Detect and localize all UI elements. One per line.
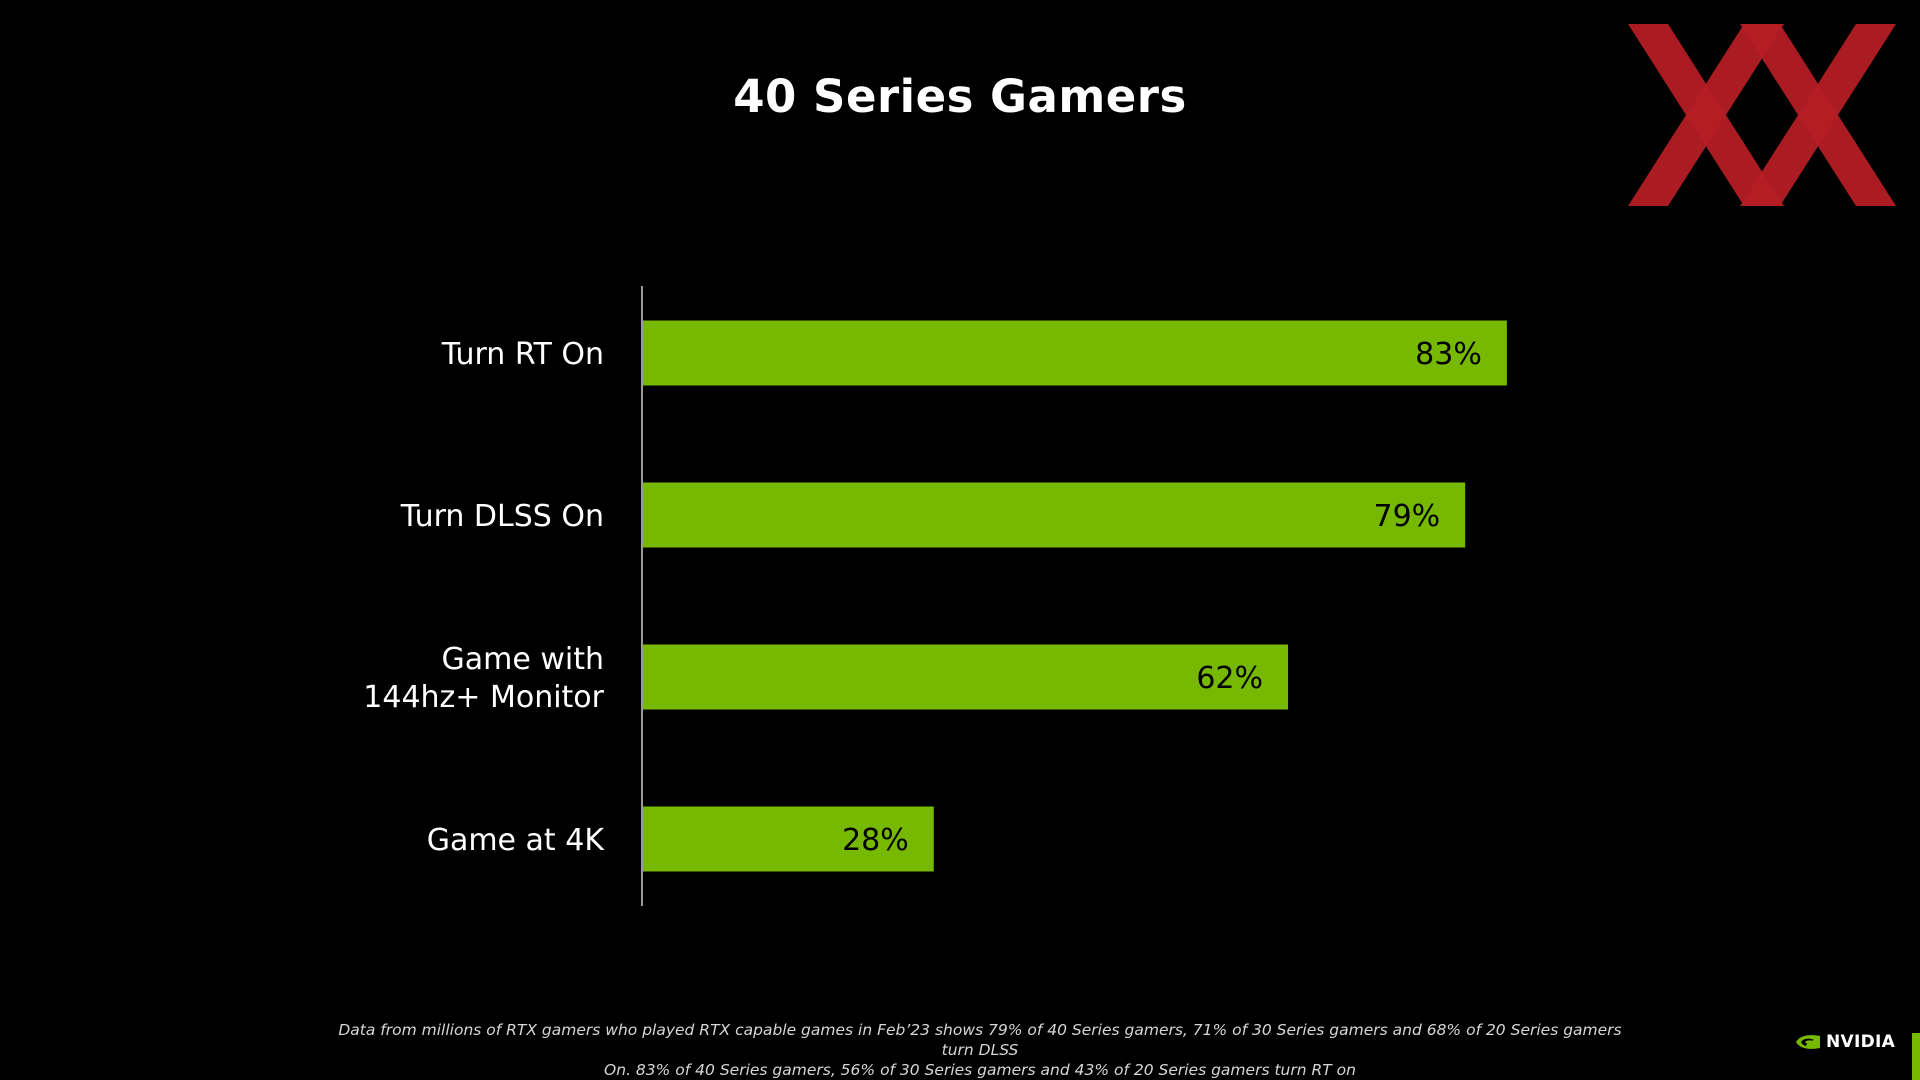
data-label-1: 83% [1415, 337, 1482, 372]
bar-3 [642, 644, 1289, 710]
data-label-2: 79% [1373, 499, 1440, 534]
bar-1 [642, 320, 1507, 386]
footnote-line-1: Data from millions of RTX gamers who pla… [338, 1021, 1622, 1059]
category-label-2: Turn DLSS On [400, 499, 604, 534]
xx-logo-icon [1628, 24, 1896, 206]
bar-2 [642, 482, 1466, 548]
nvidia-wordmark: NVIDIA [1826, 1032, 1896, 1052]
category-label-4: Game at 4K [427, 823, 606, 858]
data-label-3: 62% [1196, 661, 1263, 696]
category-label-3-line-1: Game with [442, 642, 605, 677]
footnote-line-2: On. 83% of 40 Series gamers, 56% of 30 S… [604, 1061, 1356, 1079]
page-title: 40 Series Gamers [733, 70, 1187, 123]
data-label-4: 28% [842, 823, 909, 858]
category-label-3-line-2: 144hz+ Monitor [363, 680, 604, 715]
category-label-1: Turn RT On [441, 337, 604, 372]
corner-accent-bar [1912, 1033, 1920, 1080]
footnote: Data from millions of RTX gamers who pla… [330, 1020, 1630, 1080]
bar-4 [642, 806, 934, 872]
nvidia-brand: NVIDIA [1795, 1030, 1895, 1054]
nvidia-eye-icon [1796, 1035, 1820, 1049]
